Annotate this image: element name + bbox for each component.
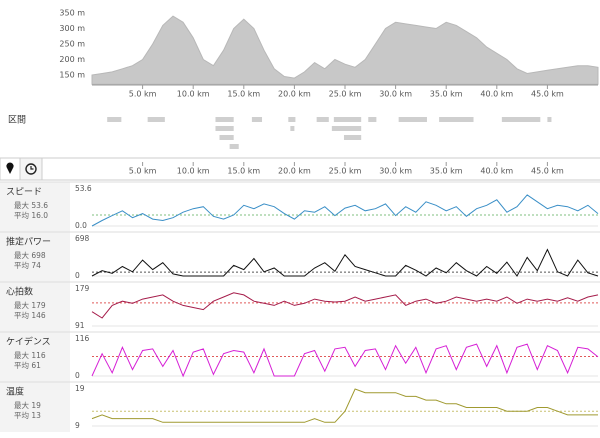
toolbar-tick-label: 20.0 km — [278, 167, 311, 176]
y-tick-label: 91 — [75, 321, 85, 330]
toolbar-tick-label: 5.0 km — [129, 167, 157, 176]
pin-icon — [6, 162, 14, 174]
stream-label-panel — [0, 282, 70, 332]
y-tick-label: 200 m — [59, 55, 85, 64]
stream-avg: 平均 61 — [14, 360, 41, 370]
x-tick-label: 15.0 km — [227, 90, 260, 99]
segment-bar — [501, 117, 541, 122]
x-tick-label: 5.0 km — [129, 90, 157, 99]
segment-bar — [251, 117, 263, 122]
segment-bar — [290, 126, 295, 131]
y-tick-label: 0 — [75, 371, 80, 380]
stream-line — [91, 343, 599, 378]
stream-title: ケイデンス — [6, 336, 51, 348]
x-tick-label: 40.0 km — [480, 90, 513, 99]
y-tick-label: 179 — [75, 284, 90, 293]
segment-bar — [215, 126, 234, 131]
toolbar-tick-label: 35.0 km — [430, 167, 463, 176]
stream-line — [91, 194, 599, 227]
stream-label-panel — [0, 182, 70, 232]
segment-bar — [333, 117, 362, 122]
toolbar-tick-label: 40.0 km — [480, 167, 513, 176]
stream-title: スピード — [6, 187, 42, 198]
stream-title: 温度 — [6, 386, 24, 398]
segment-bar — [219, 135, 234, 140]
stream-label-panel — [0, 382, 70, 432]
segments-label: 区間 — [8, 115, 26, 126]
segment-bar — [107, 117, 122, 122]
stream-avg: 平均 13 — [14, 410, 41, 420]
y-tick-label: 350 m — [59, 9, 85, 18]
y-tick-label: 0 — [75, 271, 80, 280]
segment-bar — [215, 117, 234, 122]
stream-title: 推定パワー — [6, 236, 51, 248]
stream-avg: 平均 16.0 — [14, 210, 48, 220]
stream-max: 最大 53.6 — [14, 200, 48, 210]
stream-line — [91, 388, 598, 423]
toolbar-tick-label: 30.0 km — [379, 167, 412, 176]
x-tick-label: 20.0 km — [278, 90, 311, 99]
stream-label-panel — [0, 332, 70, 382]
stream-max: 最大 179 — [14, 300, 46, 310]
y-tick-label: 698 — [75, 234, 90, 243]
stream-max: 最大 19 — [14, 400, 41, 410]
stream-avg: 平均 74 — [14, 260, 41, 270]
segment-bar — [439, 117, 474, 122]
clock-icon — [25, 163, 37, 175]
toolbar-tick-label: 10.0 km — [177, 167, 210, 176]
segment-bar — [316, 117, 329, 122]
x-tick-label: 25.0 km — [329, 90, 362, 99]
stream-max: 最大 698 — [14, 250, 46, 260]
x-tick-label: 30.0 km — [379, 90, 412, 99]
segment-bar — [343, 135, 362, 140]
stream-label-panel — [0, 232, 70, 282]
stream-max: 最大 116 — [14, 350, 46, 360]
x-tick-label: 45.0 km — [531, 90, 564, 99]
y-tick-label: 300 m — [59, 24, 85, 33]
y-tick-label: 19 — [75, 384, 85, 393]
toolbar-tick-label: 15.0 km — [227, 167, 260, 176]
x-tick-label: 10.0 km — [177, 90, 210, 99]
segment-bar — [547, 117, 552, 122]
stream-line — [91, 292, 599, 319]
segment-bar — [398, 117, 427, 122]
y-tick-label: 53.6 — [75, 184, 92, 193]
elevation-area — [91, 15, 599, 85]
stream-avg: 平均 146 — [14, 310, 46, 320]
x-tick-label: 35.0 km — [430, 90, 463, 99]
segment-bar — [229, 144, 239, 149]
stream-title: 心拍数 — [6, 286, 33, 298]
y-tick-label: 250 m — [59, 40, 85, 49]
y-tick-label: 9 — [75, 421, 80, 430]
toolbar-tick-label: 45.0 km — [531, 167, 564, 176]
y-tick-label: 116 — [75, 334, 90, 343]
y-tick-label: 0.0 — [75, 221, 87, 230]
clock-hands — [30, 166, 34, 170]
segment-bar — [147, 117, 165, 122]
y-tick-label: 150 m — [59, 71, 85, 80]
stream-line — [91, 248, 599, 277]
segment-bar — [331, 126, 362, 131]
toolbar-tick-label: 25.0 km — [329, 167, 362, 176]
segment-bar — [368, 117, 377, 122]
segment-bar — [288, 117, 296, 122]
